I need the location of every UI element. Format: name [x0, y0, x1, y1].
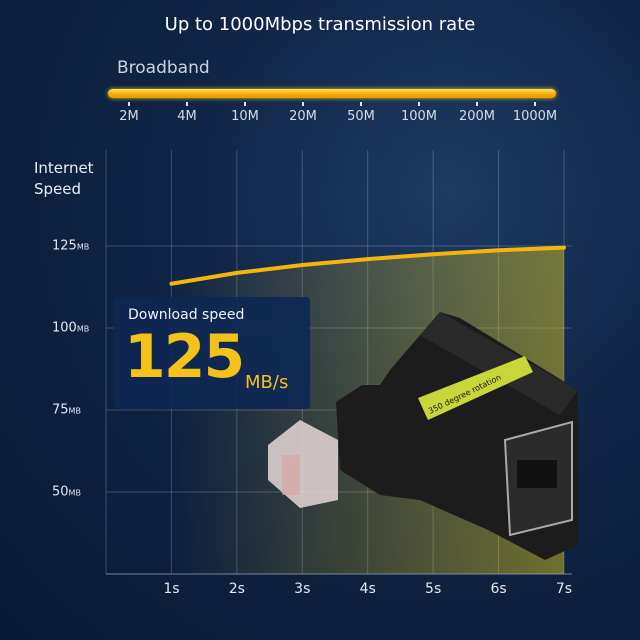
x-tick-label: 5s — [425, 581, 442, 597]
y-tick-unit: MB — [68, 406, 81, 416]
y-tick-label: 100MB — [52, 321, 89, 336]
y-axis-label: Internet Speed — [34, 158, 104, 200]
download-speed-label: Download speed — [128, 307, 245, 323]
broadband-tick-mark — [418, 102, 420, 106]
adapter-body — [336, 312, 578, 560]
y-tick-unit: MB — [76, 242, 90, 252]
x-tick-label: 1s — [163, 581, 180, 597]
x-tick-label: 7s — [555, 581, 573, 597]
broadband-tick-label: 50M — [347, 109, 375, 124]
x-tick-label: 3s — [294, 581, 311, 597]
y-axis-label-text: Internet Speed — [34, 159, 94, 198]
broadband-tick-mark — [186, 102, 188, 106]
broadband-tick-mark — [128, 102, 130, 106]
y-tick-label: 75MB — [52, 403, 81, 418]
y-tick-unit: MB — [68, 488, 81, 498]
download-speed-value: 125 — [124, 322, 245, 392]
broadband-tick-label: 1000M — [512, 109, 558, 124]
broadband-tick-mark — [302, 102, 304, 106]
y-tick-value: 100 — [52, 320, 77, 336]
broadband-tick-label: 20M — [289, 109, 317, 124]
download-speed-unit: MB/s — [245, 372, 289, 393]
broadband-tick-label: 200M — [458, 109, 496, 124]
broadband-tick-mark — [476, 102, 478, 106]
broadband-tick-label: 10M — [231, 109, 259, 124]
rj45-plug — [268, 420, 338, 508]
y-tick-value: 125 — [52, 238, 77, 254]
x-tick-label: 2s — [228, 581, 245, 597]
broadband-tick-mark — [360, 102, 362, 106]
y-tick-unit: MB — [76, 324, 90, 334]
broadband-tick-mark — [244, 102, 246, 106]
download-speed-panel — [114, 297, 310, 409]
broadband-tick-mark — [534, 102, 536, 106]
broadband-bar — [108, 89, 556, 98]
x-tick-label: 4s — [359, 581, 376, 597]
y-tick-value: 50 — [52, 484, 69, 500]
headline: Up to 1000Mbps transmission rate — [164, 14, 476, 35]
broadband-tick-label: 100M — [400, 109, 438, 124]
broadband-label: Broadband — [117, 58, 210, 78]
y-tick-label: 125MB — [52, 239, 89, 254]
x-tick-label: 6s — [490, 581, 507, 597]
broadband-tick-label: 2M — [119, 109, 139, 124]
y-tick-label: 50MB — [52, 485, 81, 500]
y-tick-value: 75 — [52, 402, 69, 418]
broadband-tick-label: 4M — [177, 109, 197, 124]
